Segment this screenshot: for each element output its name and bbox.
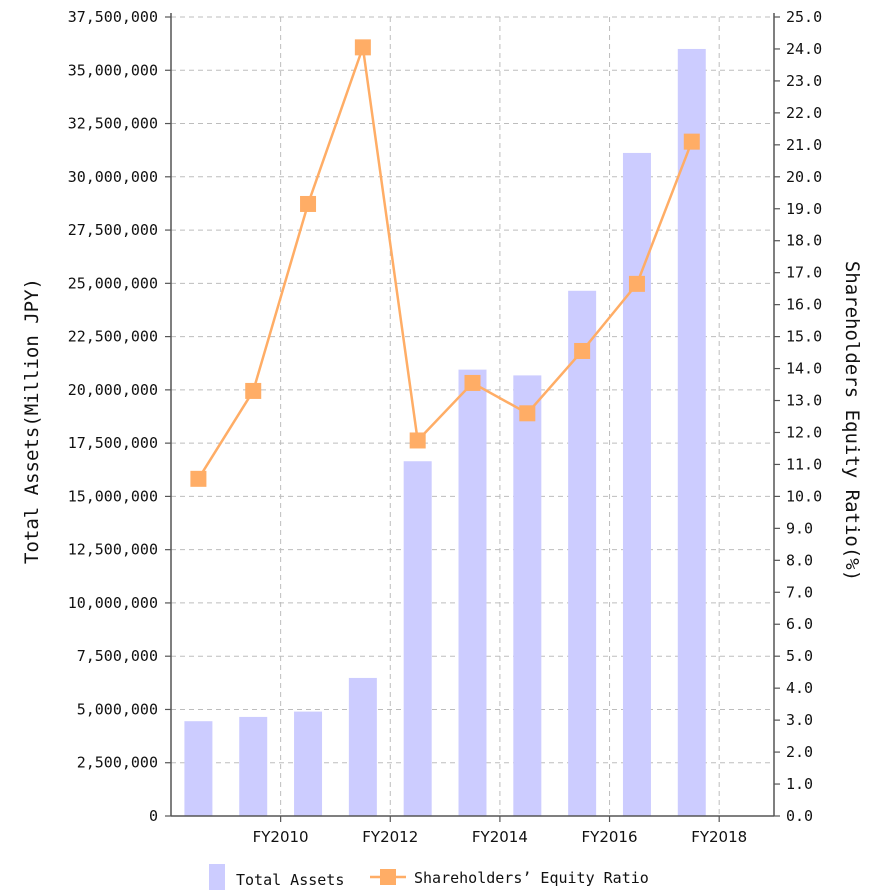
y2-tick-label: 6.0 [786, 615, 813, 633]
point-equity-ratio [409, 432, 426, 449]
bar-total-assets [458, 369, 487, 816]
point-equity-ratio [574, 342, 591, 359]
y2-tick-label: 21.0 [786, 136, 822, 154]
x-tick-label: FY2018 [691, 828, 747, 846]
x-tick-label: FY2010 [253, 828, 309, 846]
y2-tick-label: 17.0 [786, 264, 822, 282]
y2-tick-label: 9.0 [786, 519, 813, 537]
legend: Total Assets Shareholders’ Equity Ratio [209, 864, 649, 890]
y2-tick-label: 2.0 [786, 743, 813, 761]
y2-tick-label: 25.0 [786, 8, 822, 26]
bar-total-assets [239, 716, 268, 816]
y2-tick-label: 12.0 [786, 423, 822, 441]
line-equity-ratio [197, 46, 693, 480]
axes: 0 2,500,000 5,000,000 7,500,000 10,000,000 12… [68, 8, 822, 846]
y-tick-label: 22,500,000 [68, 328, 158, 346]
y2-tick-label: 4.0 [786, 679, 813, 697]
point-equity-ratio [519, 405, 536, 422]
point-equity-ratio [354, 39, 371, 56]
y2-tick-label: 22.0 [786, 104, 822, 122]
line-series [190, 39, 700, 487]
bar-series [184, 48, 706, 817]
y-tick-label: 17,500,000 [68, 434, 158, 452]
y2-tick-label: 24.0 [786, 40, 822, 58]
y-axis-title: Total Assets(Million JPY) [21, 278, 43, 564]
y-tick-label: 35,000,000 [68, 61, 158, 79]
y2-tick-label: 5.0 [786, 647, 813, 665]
y2-tick-label: 1.0 [786, 775, 813, 793]
y-tick-label: 30,000,000 [68, 168, 158, 186]
bar-total-assets [403, 461, 432, 816]
y2-tick-label: 23.0 [786, 72, 822, 90]
y2-tick-label: 10.0 [786, 487, 822, 505]
legend-label-total-assets: Total Assets [236, 871, 344, 889]
bar-total-assets [348, 677, 377, 816]
y-tick-label: 2,500,000 [77, 754, 158, 772]
point-equity-ratio [683, 133, 700, 150]
y-tick-label: 10,000,000 [68, 594, 158, 612]
legend-swatch-total-assets [209, 864, 225, 890]
bar-total-assets [294, 711, 323, 816]
y2-tick-label: 11.0 [786, 455, 822, 473]
bar-total-assets [622, 152, 651, 817]
legend-label-equity-ratio: Shareholders’ Equity Ratio [414, 869, 649, 887]
y2-tick-label: 15.0 [786, 328, 822, 346]
y2-tick-label: 16.0 [786, 296, 822, 314]
y2-tick-label: 8.0 [786, 551, 813, 569]
y2-tick-label: 13.0 [786, 392, 822, 410]
y2-tick-label: 14.0 [786, 360, 822, 378]
x-tick-label: FY2016 [582, 828, 638, 846]
point-equity-ratio [245, 382, 262, 399]
y2-tick-label: 7.0 [786, 583, 813, 601]
y2-axis-title: Shareholders Equity Ratio(%) [841, 261, 863, 581]
y-tick-label: 12,500,000 [68, 541, 158, 559]
y2-tick-label: 3.0 [786, 711, 813, 729]
y-tick-label: 32,500,000 [68, 115, 158, 133]
y-tick-label: 5,000,000 [77, 700, 158, 718]
bar-total-assets [513, 375, 542, 816]
bar-total-assets [184, 721, 213, 816]
y-tick-label: 27,500,000 [68, 221, 158, 239]
y-tick-label: 15,000,000 [68, 487, 158, 505]
y-tick-label: 0 [149, 807, 158, 825]
y2-tick-label: 19.0 [786, 200, 822, 218]
y-tick-label: 20,000,000 [68, 381, 158, 399]
bar-total-assets [677, 48, 706, 816]
legend-marker-equity-ratio [380, 869, 396, 885]
bar-total-assets [568, 290, 597, 817]
point-equity-ratio [190, 470, 207, 487]
point-equity-ratio [628, 275, 645, 292]
x-tick-label: FY2014 [472, 828, 528, 846]
y2-tick-label: 20.0 [786, 168, 822, 186]
y2-tick-label: 18.0 [786, 232, 822, 250]
x-tick-label: FY2012 [362, 828, 418, 846]
y2-tick-label: 0.0 [786, 807, 813, 825]
y-tick-label: 25,000,000 [68, 274, 158, 292]
y-tick-label: 7,500,000 [77, 647, 158, 665]
y-tick-label: 37,500,000 [68, 8, 158, 26]
point-equity-ratio [464, 374, 481, 391]
point-equity-ratio [300, 195, 317, 212]
